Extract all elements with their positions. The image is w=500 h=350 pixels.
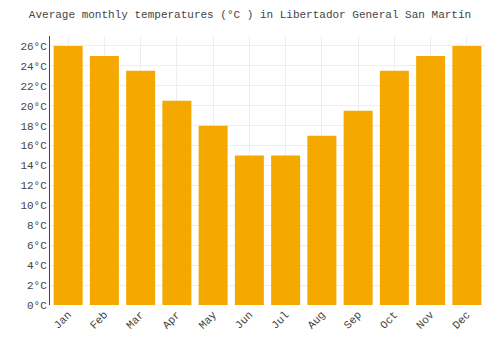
svg-text:6°C: 6°C	[27, 240, 47, 252]
svg-text:Jan: Jan	[52, 309, 74, 331]
svg-text:24°C: 24°C	[20, 61, 47, 73]
svg-text:20°C: 20°C	[20, 101, 47, 113]
svg-text:12°C: 12°C	[20, 180, 47, 192]
svg-text:Mar: Mar	[124, 309, 146, 331]
svg-text:May: May	[197, 309, 220, 332]
svg-text:4°C: 4°C	[27, 260, 47, 272]
svg-text:Jul: Jul	[269, 309, 291, 331]
svg-text:Feb: Feb	[88, 309, 110, 331]
svg-text:Aug: Aug	[305, 309, 327, 331]
svg-text:Dec: Dec	[450, 309, 472, 331]
svg-text:22°C: 22°C	[20, 81, 47, 93]
svg-text:18°C: 18°C	[20, 121, 47, 133]
svg-text:Jun: Jun	[233, 309, 255, 331]
svg-text:16°C: 16°C	[20, 140, 47, 152]
svg-text:Oct: Oct	[378, 309, 400, 331]
svg-text:Sep: Sep	[342, 309, 364, 331]
svg-text:0°C: 0°C	[27, 300, 47, 312]
svg-text:Average monthly temperatures (: Average monthly temperatures (°C ) in Li…	[29, 9, 471, 21]
svg-text:8°C: 8°C	[27, 220, 47, 232]
svg-text:10°C: 10°C	[20, 200, 47, 212]
svg-text:Nov: Nov	[414, 309, 437, 332]
svg-text:26°C: 26°C	[20, 41, 47, 53]
svg-text:Apr: Apr	[160, 309, 182, 331]
svg-text:14°C: 14°C	[20, 160, 47, 172]
svg-text:2°C: 2°C	[27, 280, 47, 292]
